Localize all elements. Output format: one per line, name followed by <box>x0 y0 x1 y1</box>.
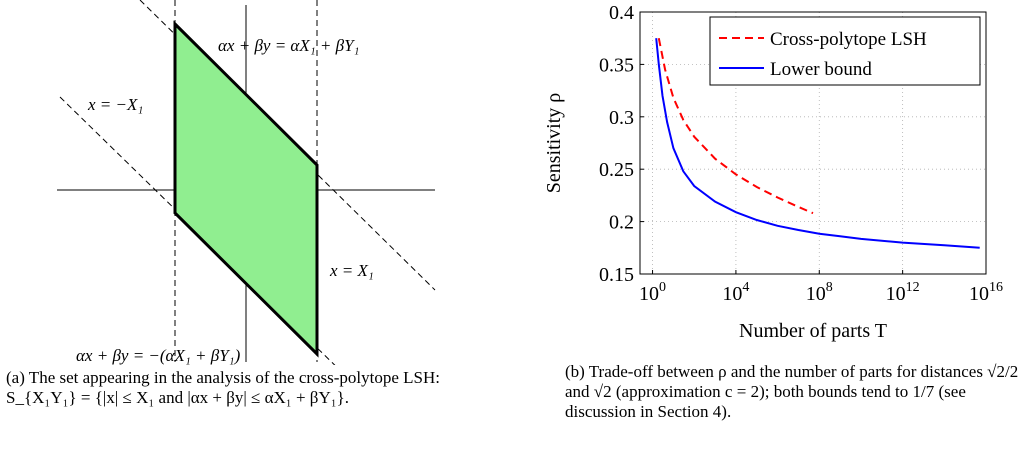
parallelogram-diagram: αx + βy = αX₁ + βY₁ x = −X₁ x = X₁ αx + … <box>57 0 436 381</box>
label-top-line: αx + βy = αX₁ + βY₁ <box>218 36 359 55</box>
x-tick-label: 1016 <box>969 280 1003 305</box>
figure-b: 0.15 0.2 0.25 0.3 0.35 0.4 100 104 108 1012 1016 C… <box>520 0 1023 470</box>
legend-box <box>709 16 981 86</box>
series-line-lower-bound <box>655 38 980 249</box>
upper-diagonal-line <box>139 0 436 291</box>
y-tick-label: 0.2 <box>609 212 634 234</box>
sensitivity-chart: 0.15 0.2 0.25 0.3 0.35 0.4 100 104 108 1012 1016 C… <box>543 2 1003 342</box>
plot-frame <box>639 11 987 275</box>
y-tick-label: 0.25 <box>599 159 634 181</box>
label-right-line: x = X₁ <box>329 261 374 280</box>
figure-a: αx + βy = αX₁ + βY₁ x = −X₁ x = X₁ αx + … <box>0 0 500 470</box>
x-tick-label: 100 <box>639 280 666 305</box>
y-tick-label: 0.4 <box>609 2 634 24</box>
y-axis-label: Sensitivity ρ <box>543 93 565 194</box>
x-axis-label: Number of parts T <box>739 320 887 342</box>
x-tick-label: 1012 <box>886 280 920 305</box>
x-tick-label: 108 <box>806 280 833 305</box>
label-bottom-line: αx + βy = −(αX₁ + βY₁) <box>76 346 241 365</box>
legend-label-cross-polytope: Cross-polytope LSH <box>770 29 927 50</box>
legend-label-lower-bound: Lower bound <box>770 59 872 80</box>
set-region <box>173 20 319 358</box>
x-tick-label: 104 <box>722 280 749 305</box>
label-left-line: x = −X₁ <box>87 95 143 114</box>
ticks: 0.15 0.2 0.25 0.3 0.35 0.4 100 104 108 1012 1016 <box>599 2 1003 305</box>
y-tick-label: 0.35 <box>599 54 634 76</box>
series-line-cross-polytope <box>657 38 814 215</box>
y-tick-label: 0.3 <box>609 107 634 129</box>
legend: Cross-polytope LSH Lower bound <box>709 16 981 86</box>
caption-a: (a) The set appearing in the analysis of… <box>6 368 441 407</box>
series <box>655 38 980 249</box>
y-tick-label: 0.15 <box>599 264 634 286</box>
caption-b: (b) Trade-off between ρ and the number o… <box>565 362 1019 421</box>
